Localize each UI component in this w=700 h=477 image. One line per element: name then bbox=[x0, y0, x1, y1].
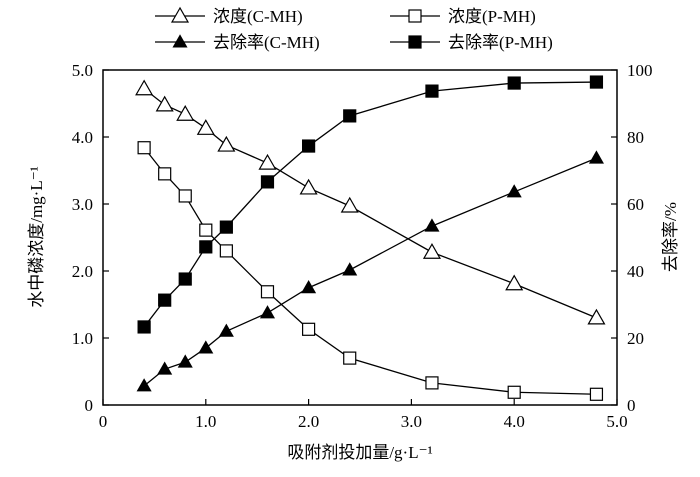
data-point-open-square bbox=[158, 167, 172, 181]
data-point-open-triangle bbox=[170, 6, 190, 23]
data-point-filled-square bbox=[158, 293, 172, 307]
legend-label: 去除率(P-MH) bbox=[448, 33, 553, 52]
y-right-tick-label: 0 bbox=[627, 396, 636, 415]
y-right-tick-label: 40 bbox=[627, 262, 644, 281]
data-point-filled-triangle bbox=[157, 361, 173, 375]
legend-label: 去除率(C-MH) bbox=[213, 33, 320, 52]
y-left-tick-label: 2.0 bbox=[72, 262, 93, 281]
data-point-open-square bbox=[178, 189, 192, 203]
data-point-open-square bbox=[343, 351, 357, 365]
y-left-tick-label: 4.0 bbox=[72, 128, 93, 147]
data-point-open-triangle bbox=[422, 243, 441, 259]
data-point-filled-square bbox=[302, 139, 316, 153]
legend: 浓度(C-MH) 浓度(P-MH) 去除率(C-MH) 去除率(P-MH) bbox=[155, 6, 553, 52]
y-right-tick-label: 80 bbox=[627, 128, 644, 147]
data-point-filled-triangle bbox=[136, 378, 152, 392]
data-point-filled-triangle bbox=[506, 184, 522, 198]
data-point-open-square bbox=[199, 223, 213, 237]
data-point-open-triangle bbox=[299, 178, 318, 195]
plot-frame bbox=[102, 69, 618, 406]
data-point-filled-triangle bbox=[198, 340, 214, 354]
x-tick-label: 1.0 bbox=[195, 412, 216, 431]
y-left-tick-label: 5.0 bbox=[72, 61, 93, 80]
data-point-open-square bbox=[219, 244, 233, 258]
data-point-filled-square bbox=[219, 220, 233, 234]
data-point-open-triangle bbox=[155, 95, 174, 112]
data-point-open-square bbox=[408, 9, 422, 23]
data-point-filled-triangle bbox=[177, 354, 193, 368]
data-point-open-triangle bbox=[340, 196, 359, 213]
data-point-filled-square bbox=[408, 35, 422, 49]
x-tick-label: 0 bbox=[99, 412, 108, 431]
data-point-open-triangle bbox=[135, 79, 154, 96]
data-point-filled-square bbox=[178, 272, 192, 286]
data-point-filled-triangle bbox=[424, 218, 440, 232]
y-left-tick-label: 1.0 bbox=[72, 329, 93, 348]
data-point-open-square bbox=[507, 385, 521, 399]
x-axis-label: 吸附剂投加量/g·L⁻¹ bbox=[287, 443, 432, 462]
data-point-filled-square bbox=[260, 175, 275, 189]
y-left-tick-label: 0 bbox=[85, 396, 94, 415]
data-point-open-square bbox=[425, 376, 439, 390]
axes: 0 1.0 2.0 3.0 4.0 5.001.02.03.04.05.002040608… bbox=[72, 61, 653, 431]
data-point-filled-square bbox=[137, 320, 151, 334]
y-axis-left-label: 水中磷浓度/mg·L⁻¹ bbox=[27, 166, 46, 308]
y-axis-right-label: 去除率/% bbox=[661, 202, 680, 272]
data-point-open-triangle bbox=[587, 308, 606, 325]
plot-area bbox=[135, 75, 606, 401]
legend-label: 浓度(P-MH) bbox=[448, 7, 536, 26]
y-right-tick-label: 20 bbox=[627, 329, 644, 348]
data-point-filled-triangle bbox=[172, 34, 188, 48]
data-point-filled-triangle bbox=[588, 150, 604, 164]
data-point-open-square bbox=[137, 141, 151, 155]
x-tick-label: 5.0 bbox=[606, 412, 627, 431]
data-point-open-square bbox=[302, 322, 316, 336]
data-point-filled-square bbox=[589, 75, 604, 89]
series-line bbox=[143, 147, 597, 395]
x-tick-label: 3.0 bbox=[401, 412, 422, 431]
data-point-filled-square bbox=[507, 76, 521, 90]
data-point-filled-square bbox=[425, 84, 439, 98]
series-line bbox=[143, 88, 597, 319]
data-point-open-triangle bbox=[505, 274, 524, 291]
legend-label: 浓度(C-MH) bbox=[213, 7, 303, 26]
data-point-open-triangle bbox=[217, 135, 236, 152]
y-right-tick-label: 100 bbox=[627, 61, 653, 80]
data-point-open-triangle bbox=[196, 119, 215, 135]
y-left-tick-label: 3.0 bbox=[72, 195, 93, 214]
y-right-tick-label: 60 bbox=[627, 195, 644, 214]
data-point-open-square bbox=[589, 387, 604, 401]
data-point-filled-triangle bbox=[342, 262, 358, 276]
data-point-filled-square bbox=[343, 109, 357, 123]
x-tick-label: 4.0 bbox=[504, 412, 525, 431]
data-point-filled-triangle bbox=[259, 305, 276, 319]
data-point-filled-triangle bbox=[301, 280, 317, 294]
x-tick-label: 2.0 bbox=[298, 412, 319, 431]
data-point-filled-triangle bbox=[218, 323, 234, 337]
data-point-open-square bbox=[260, 285, 275, 299]
data-point-open-triangle bbox=[258, 153, 277, 170]
data-point-filled-square bbox=[199, 240, 213, 254]
data-point-open-triangle bbox=[176, 105, 195, 121]
